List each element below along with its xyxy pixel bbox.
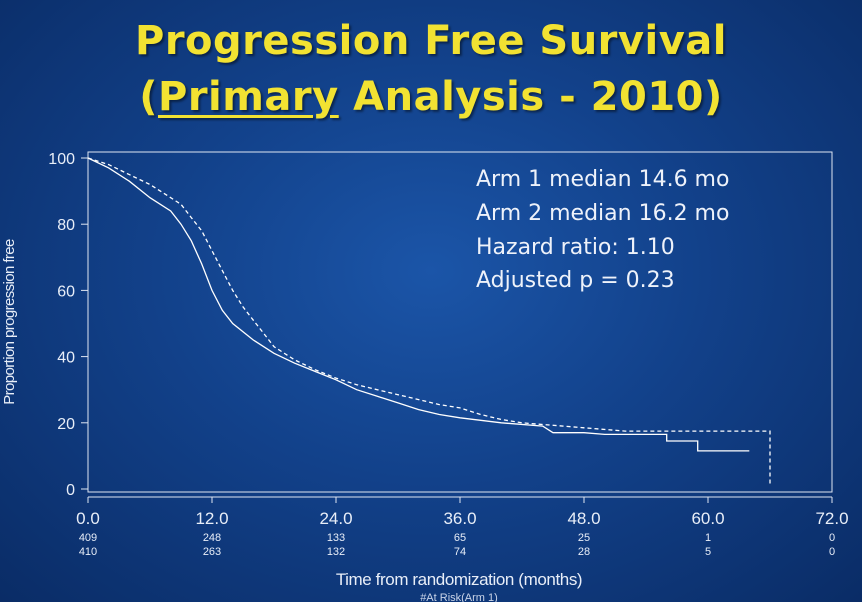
y-tick-label: 40	[57, 350, 75, 367]
title-primary-underlined: Primary	[158, 74, 339, 120]
annotation-line-1: Arm 1 median 14.6 mo	[476, 167, 729, 192]
plot-frame	[87, 151, 833, 493]
title-rest: Analysis - 2010)	[338, 74, 723, 120]
at-risk-value: 133	[327, 532, 345, 544]
at-risk-value: 0	[829, 532, 835, 544]
x-tick-label: 12.0	[195, 509, 228, 528]
y-tick-label: 100	[48, 151, 75, 168]
at-risk-value: 0	[829, 546, 835, 558]
at-risk-value: 263	[203, 546, 221, 558]
y-tick-label: 0	[66, 482, 75, 499]
x-tick-label: 48.0	[567, 509, 600, 528]
x-tick-label: 0.0	[76, 509, 100, 528]
at-risk-value: 28	[578, 546, 590, 558]
x-tick-label: 24.0	[319, 509, 352, 528]
at-risk-value: 409	[79, 532, 97, 544]
at-risk-table: 409 248 133 65 25 1 0 410 263 132 74 28 5 0	[79, 532, 835, 558]
at-risk-title: #At Risk(Arm 1)	[420, 592, 498, 602]
y-tick-label: 20	[57, 416, 75, 433]
at-risk-value: 132	[327, 546, 345, 558]
survival-curve-2	[87, 157, 771, 486]
x-tick-label: 36.0	[443, 509, 476, 528]
x-tick-label: 72.0	[815, 509, 848, 528]
y-axis-label: Proportion progression free	[1, 239, 18, 405]
at-risk-value: 248	[203, 532, 221, 544]
at-risk-value: 74	[454, 546, 466, 558]
x-axis: 0.0 12.0 24.0 36.0 48.0 60.0 72.0	[76, 496, 849, 528]
slide-title-line-1: Progression Free Survival	[135, 18, 727, 64]
series-layer	[87, 157, 771, 486]
stats-annotation: Arm 1 median 14.6 mo Arm 2 median 16.2 m…	[476, 167, 729, 293]
at-risk-value: 5	[705, 546, 711, 558]
annotation-line-2: Arm 2 median 16.2 mo	[476, 201, 729, 226]
x-axis-label: Time from randomization (months)	[336, 570, 582, 589]
survival-curve-1	[87, 157, 750, 452]
at-risk-value: 65	[454, 532, 466, 544]
y-tick-label: 60	[57, 283, 75, 300]
title-paren-open: (	[139, 74, 158, 120]
at-risk-value: 410	[79, 546, 97, 558]
at-risk-value: 1	[705, 532, 711, 544]
annotation-line-3: Hazard ratio: 1.10	[476, 235, 675, 260]
x-tick-label: 60.0	[691, 509, 724, 528]
y-axis: 0 20 40 60 80 100	[48, 151, 88, 499]
annotation-line-4: Adjusted p = 0.23	[476, 268, 675, 293]
y-tick-label: 80	[57, 217, 75, 234]
slide-title-line-2: (Primary Analysis - 2010)	[0, 74, 862, 120]
at-risk-value: 25	[578, 532, 590, 544]
